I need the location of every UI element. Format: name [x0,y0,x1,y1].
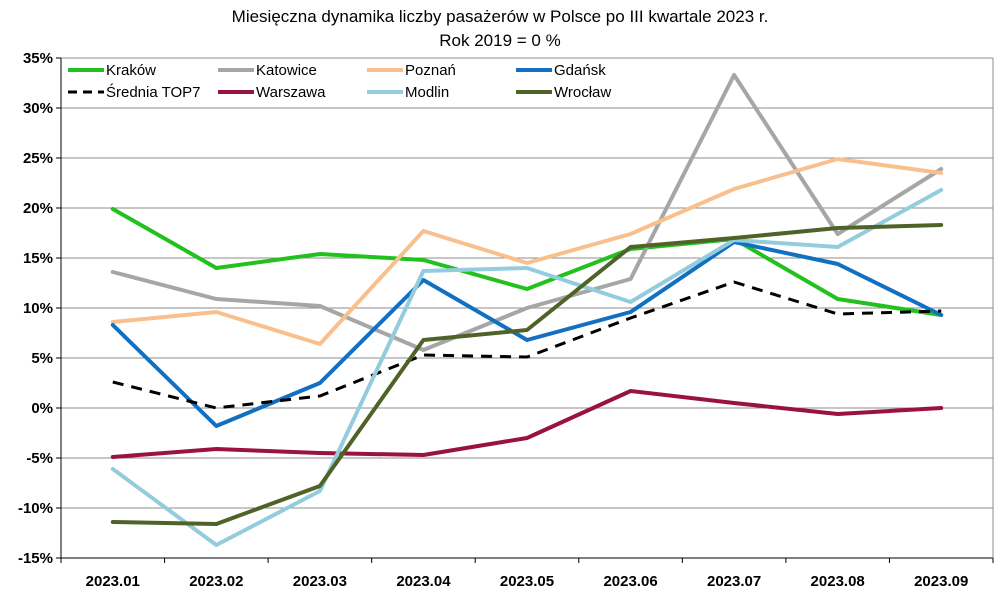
y-tick-label: 15% [23,250,53,267]
y-tick-label: 5% [31,350,53,367]
y-tick-label: 0% [31,400,53,417]
legend-label: Warszawa [256,84,326,101]
series-line-średnia-top7 [112,280,942,410]
x-tick-label: 2023.03 [293,573,347,590]
y-tick-label: 20% [23,200,53,217]
y-tick-label: 30% [23,100,53,117]
series-line-modlin [110,188,944,547]
series-line-kraków [110,207,944,317]
y-axis-ticks: 35% 30% 25% 20% 15% 10% 5% 0% -5% -10% -15% [18,50,61,567]
y-tick-label: -10% [18,500,53,517]
x-tick-label: 2023.04 [396,573,451,590]
legend-label: Średnia TOP7 [106,83,201,101]
series-line-gdańsk [110,240,944,428]
y-tick-label: -15% [18,550,53,567]
x-tick-label: 2023.09 [914,573,968,590]
chart-title: Miesięczna dynamika liczby pasażerów w P… [232,7,769,26]
series-line-katowice [110,73,944,352]
y-tick-label: 10% [23,300,53,317]
series-line-warszawa [110,389,944,459]
x-tick-label: 2023.02 [189,573,243,590]
chart-subtitle: Rok 2019 = 0 % [439,31,560,50]
x-tick-label: 2023.07 [707,573,761,590]
legend-label: Wrocław [554,84,611,101]
x-tick-label: 2023.05 [500,573,554,590]
x-axis-ticks: 2023.01 2023.02 2023.03 2023.04 2023.05 2023.… [60,558,994,590]
legend-label: Modlin [405,84,449,101]
legend-label: Poznań [405,62,456,79]
series-lines [110,73,944,547]
y-tick-label: -5% [26,450,53,467]
y-tick-label: 35% [23,50,53,67]
series-line-wrocław [110,223,944,526]
x-tick-label: 2023.08 [811,573,865,590]
x-tick-label: 2023.06 [603,573,657,590]
y-tick-label: 25% [23,150,53,167]
legend: Kraków Katowice Poznań Gdańsk Średnia TOP7 Wa… [68,62,611,101]
legend-label: Katowice [256,62,317,79]
legend-label: Kraków [106,62,156,79]
series-line-poznań [110,157,944,346]
x-tick-label: 2023.01 [86,573,140,590]
legend-label: Gdańsk [554,62,606,79]
